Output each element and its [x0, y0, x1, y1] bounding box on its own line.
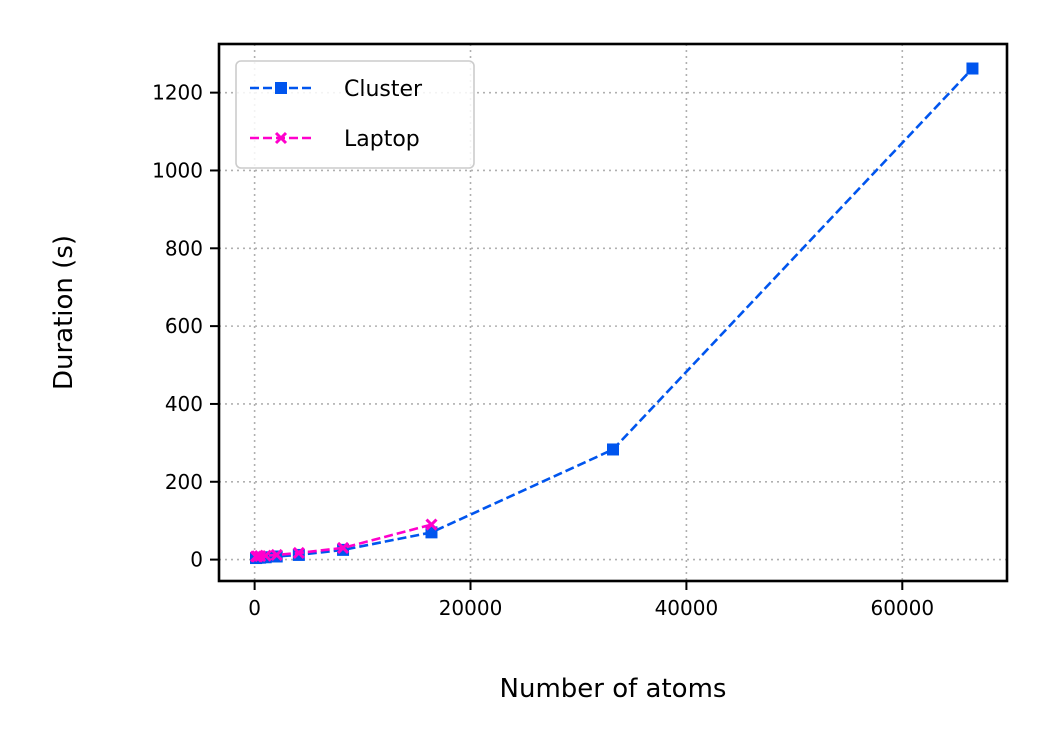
- series-laptop: [249, 518, 438, 563]
- data-point: [336, 541, 350, 554]
- y-tick-label: 0: [190, 548, 203, 572]
- y-axis-label: Duration (s): [49, 235, 79, 390]
- plot-frame: [217, 42, 1009, 583]
- data-point: [275, 82, 287, 94]
- series-layer: [249, 62, 979, 565]
- legend-label: Laptop: [344, 127, 420, 152]
- y-tick-label: 1200: [152, 81, 203, 105]
- x-tick-label: 60000: [870, 596, 934, 620]
- data-point: [292, 546, 305, 560]
- y-tick-label: 200: [165, 470, 203, 494]
- ticks: 0 20000 40000 60000 0 200 400 600 800 1000 1200: [152, 81, 934, 620]
- data-point: [607, 443, 619, 456]
- y-tick-label: 600: [165, 314, 203, 338]
- data-point: [259, 549, 272, 562]
- data-point: [270, 548, 283, 561]
- y-tick-label: 400: [165, 392, 203, 416]
- legend: Cluster Laptop: [235, 60, 475, 169]
- legend-label: Cluster: [344, 77, 423, 102]
- legend-item-cluster: Cluster: [250, 77, 423, 102]
- x-tick-label: 40000: [655, 596, 719, 620]
- data-point: [966, 62, 979, 75]
- x-axis-label: Number of atoms: [500, 674, 727, 704]
- x-tick-label: 0: [248, 596, 261, 620]
- data-point: [425, 518, 438, 531]
- y-tick-label: 800: [165, 236, 203, 260]
- x-tick-label: 20000: [439, 596, 503, 620]
- data-point: [274, 131, 288, 145]
- y-tick-label: 1000: [152, 158, 203, 182]
- legend-item-laptop: Laptop: [250, 127, 420, 152]
